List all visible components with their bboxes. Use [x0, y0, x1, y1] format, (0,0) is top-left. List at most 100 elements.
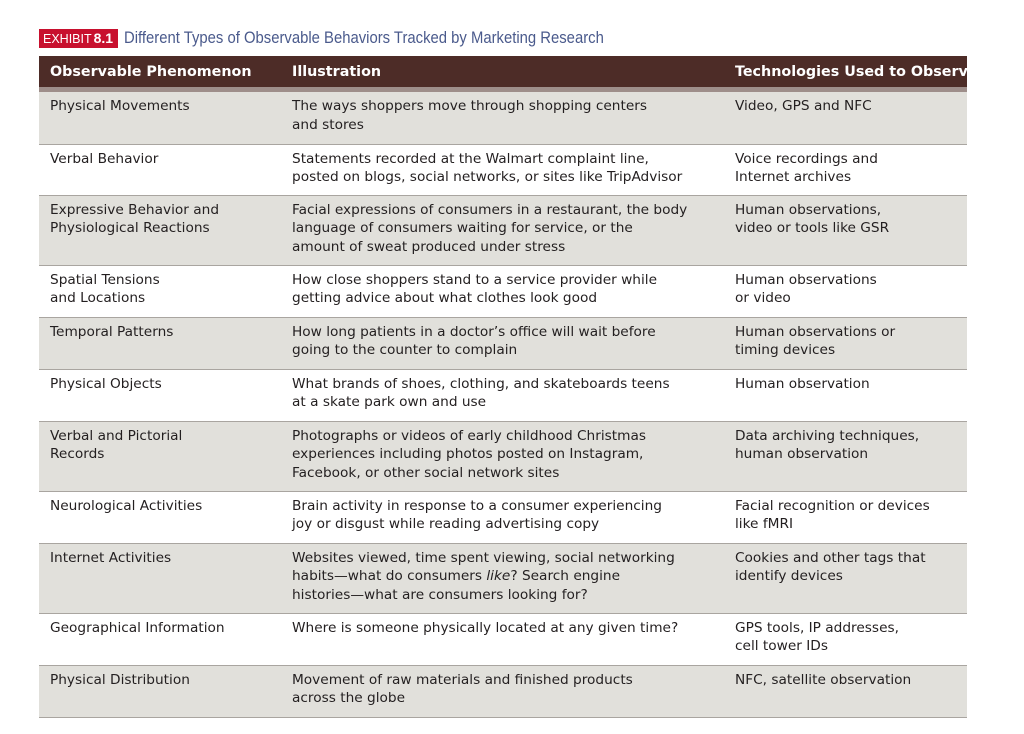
table-row: Physical Distribution Movement of raw mat…	[39, 665, 967, 718]
technologies-cell: NFC, satellite observation	[724, 665, 967, 718]
phenomenon-cell: Temporal Patterns	[39, 317, 282, 370]
table-row: Temporal Patterns How long patients in a …	[39, 317, 967, 370]
cell-line: across the globe	[292, 690, 406, 707]
exhibit-header: EXHIBIT 8.1 Different Types of Observable…	[39, 27, 657, 49]
cell-line: Human observations	[735, 271, 877, 288]
cell-line: Physical Distribution	[50, 671, 190, 688]
cell-line: Websites viewed, time spent viewing, soc…	[292, 549, 675, 566]
cell-line: Cookies and other tags that	[735, 549, 926, 566]
illustration-cell: How close shoppers stand to a service pr…	[282, 265, 724, 318]
cell-line: Physical Movements	[50, 98, 190, 114]
cell-line: Facial recognition or devices	[735, 497, 930, 514]
cell-line: Internet archives	[735, 169, 852, 186]
cell-line: What brands of shoes, clothing, and skat…	[292, 375, 670, 392]
cell-line: Verbal Behavior	[50, 150, 159, 167]
cell-line: Geographical Information	[50, 619, 225, 636]
cell-line: Human observations,	[735, 201, 882, 218]
illustration-cell: Movement of raw materials and finished p…	[282, 665, 724, 718]
phenomenon-cell: Geographical Information	[39, 613, 282, 666]
illustration-cell: Brain activity in response to a consumer…	[282, 491, 724, 544]
technologies-cell: GPS tools, IP addresses, cell tower IDs	[724, 613, 967, 666]
table-row: Geographical Information Where is someone…	[39, 613, 967, 666]
technologies-cell: Data archiving techniques, human observat…	[724, 421, 967, 492]
cell-line: and Locations	[50, 290, 146, 307]
cell-line: Physiological Reactions	[50, 220, 210, 237]
phenomenon-cell: Expressive Behavior and Physiological Rea…	[39, 195, 282, 266]
cell-line: Spatial Tensions	[50, 271, 160, 288]
illustration-cell: The ways shoppers move through shopping …	[282, 92, 724, 145]
cell-line: Brain activity in response to a consumer…	[292, 497, 662, 514]
exhibit-label: EXHIBIT	[43, 31, 92, 46]
cell-line: at a skate park own and use	[292, 394, 487, 411]
illustration-cell: Photographs or videos of early childhood…	[282, 421, 724, 492]
illustration-cell: What brands of shoes, clothing, and skat…	[282, 369, 724, 422]
exhibit-tag: EXHIBIT 8.1	[39, 28, 119, 48]
technologies-cell: Human observations, video or tools like G…	[724, 195, 967, 266]
cell-line: Internet Activities	[50, 549, 172, 566]
cell-line: Human observations or	[735, 323, 896, 340]
table-row: Verbal and Pictorial Records Photographs o…	[39, 421, 967, 492]
cell-line: Where is someone physically located at a…	[292, 619, 679, 636]
cell-line: like fMRI	[735, 516, 793, 533]
illustration-cell: Where is someone physically located at a…	[282, 613, 724, 666]
cell-line: Facebook, or other social network sites	[292, 464, 560, 481]
exhibit-title: Different Types of Observable Behaviors …	[124, 28, 604, 47]
cell-line: amount of sweat produced under stress	[292, 238, 566, 255]
table-header: Observable Phenomenon Illustration Techn…	[39, 56, 978, 92]
phenomenon-cell: Neurological Activities	[39, 491, 282, 544]
technologies-cell: Video, GPS and NFC	[724, 92, 967, 145]
cell-line: NFC, satellite observation	[735, 671, 912, 688]
cell-line: getting advice about what clothes look g…	[292, 290, 598, 307]
illustration-cell: Facial expressions of consumers in a res…	[282, 195, 724, 266]
exhibit-number: 8.1	[93, 29, 114, 46]
table-row: Physical Movements The ways shoppers move…	[39, 92, 967, 145]
table-row: Physical Objects What brands of shoes, cl…	[39, 369, 967, 422]
phenomenon-cell: Physical Distribution	[39, 665, 282, 718]
cell-line: Video, GPS and NFC	[735, 98, 872, 114]
table-row: Verbal Behavior Statements recorded at th…	[39, 144, 967, 196]
phenomenon-cell: Spatial Tensions and Locations	[39, 265, 282, 318]
cell-line: Movement of raw materials and finished p…	[292, 671, 633, 688]
header-technologies: Technologies Used to Observe	[735, 63, 978, 80]
cell-line: How close shoppers stand to a service pr…	[292, 271, 657, 288]
cell-line: posted on blogs, social networks, or sit…	[292, 169, 683, 186]
technologies-cell: Human observation	[724, 369, 967, 422]
technologies-cell: Voice recordings and Internet archives	[724, 144, 967, 196]
technologies-cell: Human observations or video	[724, 265, 967, 318]
cell-line: Neurological Activities	[50, 497, 203, 514]
cell-line: Records	[50, 446, 105, 463]
technologies-cell: Cookies and other tags that identify devi…	[724, 543, 967, 614]
phenomenon-cell: Physical Objects	[39, 369, 282, 422]
cell-line: language of consumers waiting for servic…	[292, 220, 633, 237]
cell-line: experiences including photos posted on I…	[292, 446, 644, 463]
cell-line: identify devices	[735, 568, 843, 585]
table-row: Internet Activities Websites viewed, time…	[39, 543, 967, 614]
cell-line: Expressive Behavior and	[50, 201, 220, 218]
table-row: Neurological Activities Brain activity in…	[39, 491, 967, 544]
cell-line: Verbal and Pictorial	[50, 427, 183, 444]
cell-line: The ways shoppers move through shopping …	[292, 98, 648, 114]
phenomenon-cell: Internet Activities	[39, 543, 282, 614]
cell-line: joy or disgust while reading advertising…	[292, 516, 600, 533]
cell-line: habits—what do consumers like? Search en…	[292, 568, 621, 585]
header-illustration: Illustration	[292, 63, 382, 80]
observable-behaviors-table: Observable Phenomenon Illustration Techn…	[39, 56, 978, 718]
cell-line: Facial expressions of consumers in a res…	[292, 201, 688, 218]
cell-line: human observation	[735, 446, 869, 463]
table-row: Expressive Behavior and Physiological Rea…	[39, 195, 967, 266]
phenomenon-cell: Verbal Behavior	[39, 144, 282, 196]
cell-line: Voice recordings and	[735, 150, 878, 167]
cell-line: Data archiving techniques,	[735, 427, 920, 444]
cell-line: Temporal Patterns	[50, 323, 174, 340]
cell-line: cell tower IDs	[735, 638, 828, 655]
table-body: Physical Movements The ways shoppers move…	[39, 92, 967, 718]
technologies-cell: Human observations or timing devices	[724, 317, 967, 370]
cell-line: Statements recorded at the Walmart compl…	[292, 150, 649, 167]
phenomenon-cell: Physical Movements	[39, 92, 282, 145]
phenomenon-cell: Verbal and Pictorial Records	[39, 421, 282, 492]
cell-line: going to the counter to complain	[292, 342, 518, 359]
cell-line: or video	[735, 290, 791, 307]
cell-line: Physical Objects	[50, 375, 162, 392]
header-observable-phenomenon: Observable Phenomenon	[50, 63, 252, 80]
table-row: Spatial Tensions and Locations How close s…	[39, 265, 967, 318]
